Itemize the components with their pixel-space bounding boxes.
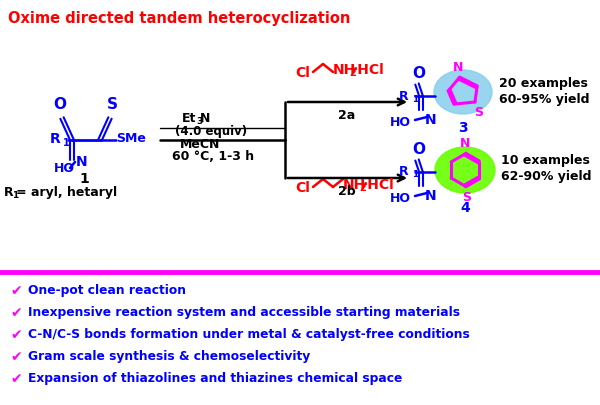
Text: R: R <box>400 165 409 178</box>
Text: N: N <box>425 189 437 202</box>
Text: NH: NH <box>333 63 356 77</box>
Text: 1: 1 <box>79 172 89 185</box>
Text: 2a: 2a <box>338 109 356 122</box>
Text: 60 °C, 1-3 h: 60 °C, 1-3 h <box>172 150 254 163</box>
Text: R: R <box>4 186 14 199</box>
Text: 2b: 2b <box>338 185 356 198</box>
Text: One-pot clean reaction: One-pot clean reaction <box>28 284 186 296</box>
Text: S: S <box>463 190 472 203</box>
Text: = aryl, hetaryl: = aryl, hetaryl <box>16 186 117 199</box>
Text: 4: 4 <box>460 200 470 215</box>
Text: N: N <box>425 113 437 127</box>
Text: 20 examples: 20 examples <box>499 76 588 89</box>
Text: S: S <box>475 106 484 119</box>
Text: Inexpensive reaction system and accessible starting materials: Inexpensive reaction system and accessib… <box>28 305 460 318</box>
Text: Oxime directed tandem heterocyclization: Oxime directed tandem heterocyclization <box>8 11 350 26</box>
Text: SMe: SMe <box>116 132 146 145</box>
Text: ·HCl: ·HCl <box>363 177 395 192</box>
Text: Gram scale synthesis & chemoselectivity: Gram scale synthesis & chemoselectivity <box>28 349 310 362</box>
Text: N: N <box>460 136 470 149</box>
Text: 60-95% yield: 60-95% yield <box>499 92 589 105</box>
Text: HO: HO <box>390 192 411 205</box>
Text: HO: HO <box>54 162 75 175</box>
Text: 3: 3 <box>458 121 468 135</box>
Text: ✔: ✔ <box>10 371 22 385</box>
Text: O: O <box>53 97 67 112</box>
Text: Cl: Cl <box>295 181 310 194</box>
Text: HO: HO <box>390 116 411 129</box>
Text: R: R <box>50 132 61 146</box>
Text: (4.0 equiv): (4.0 equiv) <box>175 124 247 137</box>
Text: 1: 1 <box>12 191 18 200</box>
Text: 1: 1 <box>412 170 418 179</box>
Text: N: N <box>453 61 463 74</box>
Text: 1: 1 <box>412 94 418 103</box>
Text: 62-90% yield: 62-90% yield <box>501 170 592 183</box>
Text: NH: NH <box>343 177 366 192</box>
Text: ✔: ✔ <box>10 284 22 297</box>
Text: 2: 2 <box>359 183 366 192</box>
Text: N: N <box>76 155 88 168</box>
Text: 10 examples: 10 examples <box>501 154 590 167</box>
Text: S: S <box>107 97 118 112</box>
Ellipse shape <box>435 148 495 194</box>
Text: Et: Et <box>182 112 196 125</box>
Text: 1: 1 <box>63 138 70 148</box>
Ellipse shape <box>434 71 492 115</box>
Text: N: N <box>200 112 211 125</box>
Text: ✔: ✔ <box>10 349 22 363</box>
Text: O: O <box>413 66 425 81</box>
Text: O: O <box>413 142 425 157</box>
Text: MeCN: MeCN <box>180 138 220 151</box>
Text: Expansion of thiazolines and thiazines chemical space: Expansion of thiazolines and thiazines c… <box>28 371 403 384</box>
Text: ✔: ✔ <box>10 305 22 319</box>
Text: 3: 3 <box>196 117 202 126</box>
Text: ·HCl: ·HCl <box>353 63 385 77</box>
Text: R: R <box>400 89 409 102</box>
Text: 2: 2 <box>349 68 356 78</box>
Text: C-N/C-S bonds formation under metal & catalyst-free conditions: C-N/C-S bonds formation under metal & ca… <box>28 327 470 340</box>
Text: Cl: Cl <box>295 66 310 80</box>
Text: ✔: ✔ <box>10 327 22 341</box>
